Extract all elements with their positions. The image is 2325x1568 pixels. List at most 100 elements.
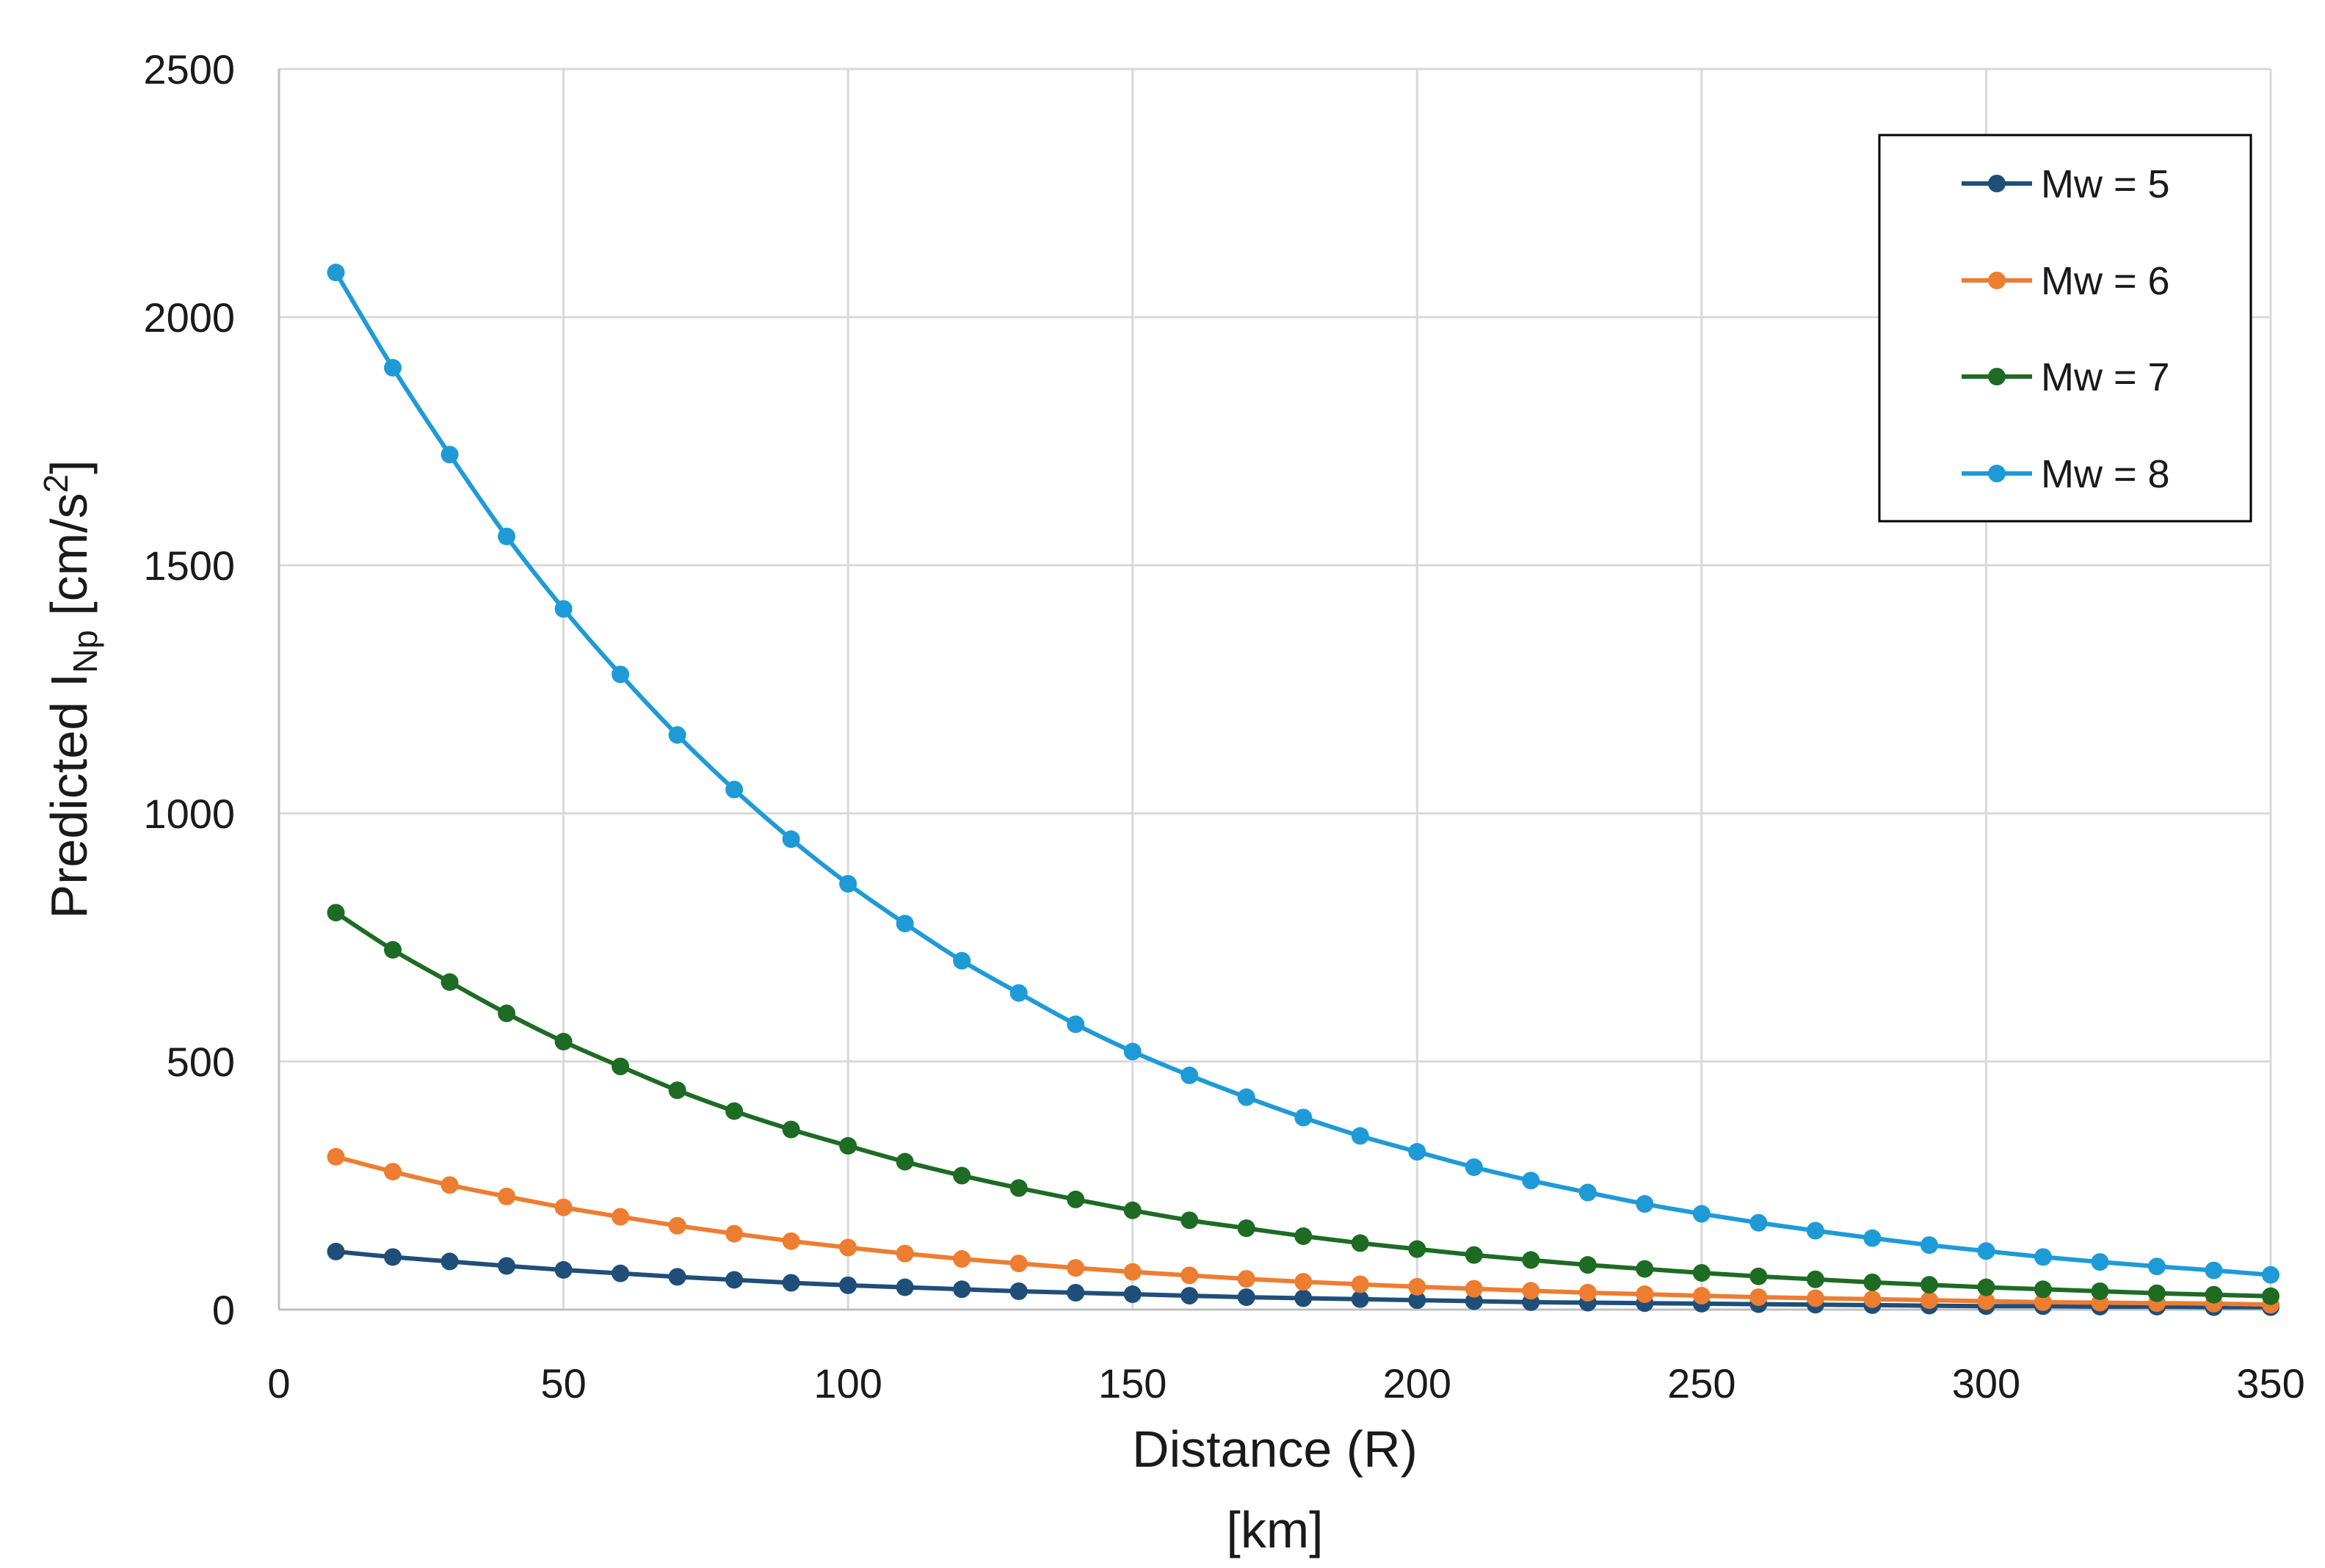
data-point (1522, 1172, 1540, 1190)
data-point (1465, 1246, 1483, 1264)
data-point (1749, 1213, 1768, 1232)
data-point (2091, 1253, 2109, 1271)
data-point (1977, 1278, 1995, 1296)
data-point (1067, 1190, 1085, 1208)
data-point (1123, 1042, 1142, 1061)
data-point (612, 1057, 630, 1075)
data-point (1692, 1287, 1711, 1305)
y-tick-label: 1500 (143, 542, 235, 589)
data-point (1863, 1229, 1882, 1247)
data-point (725, 1271, 744, 1289)
data-point (1237, 1088, 1255, 1106)
legend-marker (1988, 465, 2006, 482)
data-point (896, 1278, 914, 1296)
legend-label: Mw = 5 (2041, 162, 2170, 206)
data-point (1009, 984, 1028, 1002)
data-point (1123, 1285, 1142, 1304)
series-group (327, 264, 2279, 1316)
y-axis-title-prefix: Predicted I (40, 673, 98, 919)
data-point (1351, 1290, 1369, 1308)
data-point (440, 973, 459, 991)
data-point (1009, 1282, 1028, 1300)
data-point (554, 1032, 573, 1050)
data-point (1578, 1183, 1597, 1202)
data-point (554, 1198, 573, 1216)
data-point (1578, 1284, 1597, 1302)
data-point (612, 1208, 630, 1226)
legend-item-mw-7: Mw = 7 (1962, 355, 2170, 399)
y-axis-title: Predicted INp [cm/s2] (37, 460, 104, 918)
data-point (1692, 1205, 1711, 1223)
data-point (384, 1163, 402, 1181)
data-point (2147, 1257, 2166, 1276)
data-point (1465, 1292, 1483, 1310)
data-point (668, 1216, 686, 1235)
data-point (782, 830, 800, 849)
x-tick-label: 150 (1098, 1360, 1167, 1407)
data-point (2147, 1284, 2166, 1302)
data-point (1237, 1288, 1255, 1307)
legend-item-mw-5: Mw = 5 (1962, 162, 2170, 206)
data-point (498, 1257, 516, 1275)
legend-label: Mw = 7 (2041, 355, 2170, 399)
legend-box (1878, 134, 2252, 523)
data-point (1067, 1015, 1085, 1034)
data-point (384, 358, 402, 377)
data-point (1806, 1222, 1824, 1240)
data-point (2262, 1266, 2279, 1284)
data-point (1408, 1143, 1426, 1161)
y-tick-label: 500 (167, 1039, 235, 1085)
data-point (1294, 1108, 1313, 1127)
legend: Mw = 5 Mw = 6 Mw = 7 Mw = 8 (1878, 134, 2252, 523)
y-tick-label: 1000 (143, 791, 235, 837)
legend-item-mw-6: Mw = 6 (1962, 259, 2170, 303)
data-point (327, 1242, 345, 1260)
data-point (384, 940, 402, 959)
x-tick-label: 0 (267, 1360, 290, 1407)
data-point (1237, 1219, 1255, 1238)
x-tick-label: 100 (813, 1360, 882, 1407)
data-point (1294, 1273, 1313, 1291)
y-axis-title-superscript: 2 (37, 474, 75, 493)
y-tick-label: 2500 (143, 46, 235, 92)
data-point (1408, 1240, 1426, 1258)
x-tick-label: 200 (1383, 1360, 1451, 1407)
data-point (2034, 1248, 2052, 1266)
data-point (1009, 1255, 1028, 1273)
legend-item-mw-8: Mw = 8 (1962, 452, 2170, 496)
series-mw-7 (327, 904, 2279, 1305)
data-point (725, 1224, 744, 1243)
x-tick-label: 300 (1952, 1360, 2020, 1407)
data-point (1578, 1256, 1597, 1274)
legend-items: Mw = 5 Mw = 6 Mw = 7 Mw = 8 (1962, 162, 2170, 496)
data-point (782, 1274, 800, 1292)
data-point (2034, 1280, 2052, 1299)
data-point (2205, 1261, 2223, 1280)
data-point (896, 1153, 914, 1171)
data-point (839, 1238, 857, 1257)
data-point (1123, 1263, 1142, 1281)
data-point (554, 1260, 573, 1279)
x-tick-label: 250 (1667, 1360, 1735, 1407)
data-point (1408, 1277, 1426, 1296)
data-point (1180, 1211, 1199, 1230)
data-point (896, 1244, 914, 1263)
legend-label: Mw = 8 (2041, 452, 2170, 496)
data-point (1067, 1259, 1085, 1277)
data-point (1977, 1242, 1995, 1260)
data-point (953, 1280, 971, 1299)
data-point (782, 1120, 800, 1139)
data-point (327, 264, 345, 282)
data-point (1636, 1285, 1654, 1304)
x-axis-unit: [km] (1226, 1501, 1323, 1558)
data-point (1692, 1263, 1711, 1282)
y-tick-label: 0 (212, 1287, 235, 1333)
data-point (1009, 1179, 1028, 1197)
data-point (1294, 1227, 1313, 1245)
data-point (1522, 1251, 1540, 1269)
data-point (440, 1252, 459, 1271)
data-point (498, 527, 516, 545)
y-tick-label: 2000 (143, 294, 235, 341)
data-point (1806, 1270, 1824, 1288)
